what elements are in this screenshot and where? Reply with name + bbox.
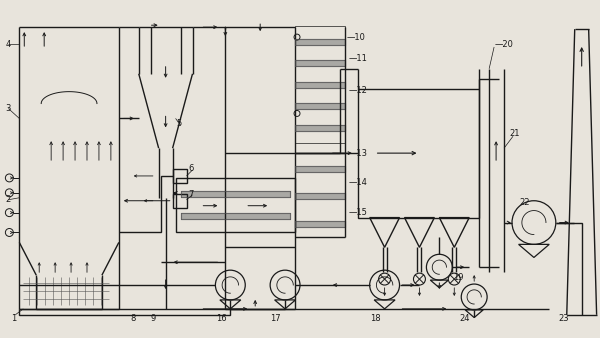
Text: 18: 18	[370, 314, 380, 323]
Text: —12: —12	[349, 86, 368, 95]
Text: 5: 5	[176, 119, 182, 128]
Text: 24: 24	[459, 314, 470, 323]
Text: 22: 22	[519, 198, 529, 207]
Text: 4: 4	[5, 40, 11, 49]
Text: —13: —13	[349, 149, 368, 158]
Text: 8: 8	[131, 314, 136, 323]
Text: —14: —14	[349, 178, 368, 187]
Text: 19: 19	[453, 273, 464, 282]
Text: 16: 16	[217, 314, 227, 323]
Bar	[295, 26, 345, 143]
Bar	[176, 178, 295, 233]
Text: 6: 6	[188, 164, 194, 172]
Text: 23: 23	[559, 314, 569, 323]
Text: —11: —11	[349, 54, 368, 64]
Bar	[173, 169, 187, 183]
Text: 3: 3	[5, 104, 11, 113]
Bar	[173, 194, 187, 208]
Text: 7: 7	[188, 190, 194, 199]
Bar	[358, 89, 479, 218]
Text: 21: 21	[509, 129, 520, 138]
Text: 1: 1	[11, 314, 17, 323]
Text: —10: —10	[347, 32, 365, 42]
Text: 9: 9	[151, 314, 156, 323]
Text: 2: 2	[5, 195, 11, 204]
Text: —15: —15	[349, 208, 368, 217]
Text: 17: 17	[270, 314, 281, 323]
Text: —20: —20	[494, 40, 513, 49]
